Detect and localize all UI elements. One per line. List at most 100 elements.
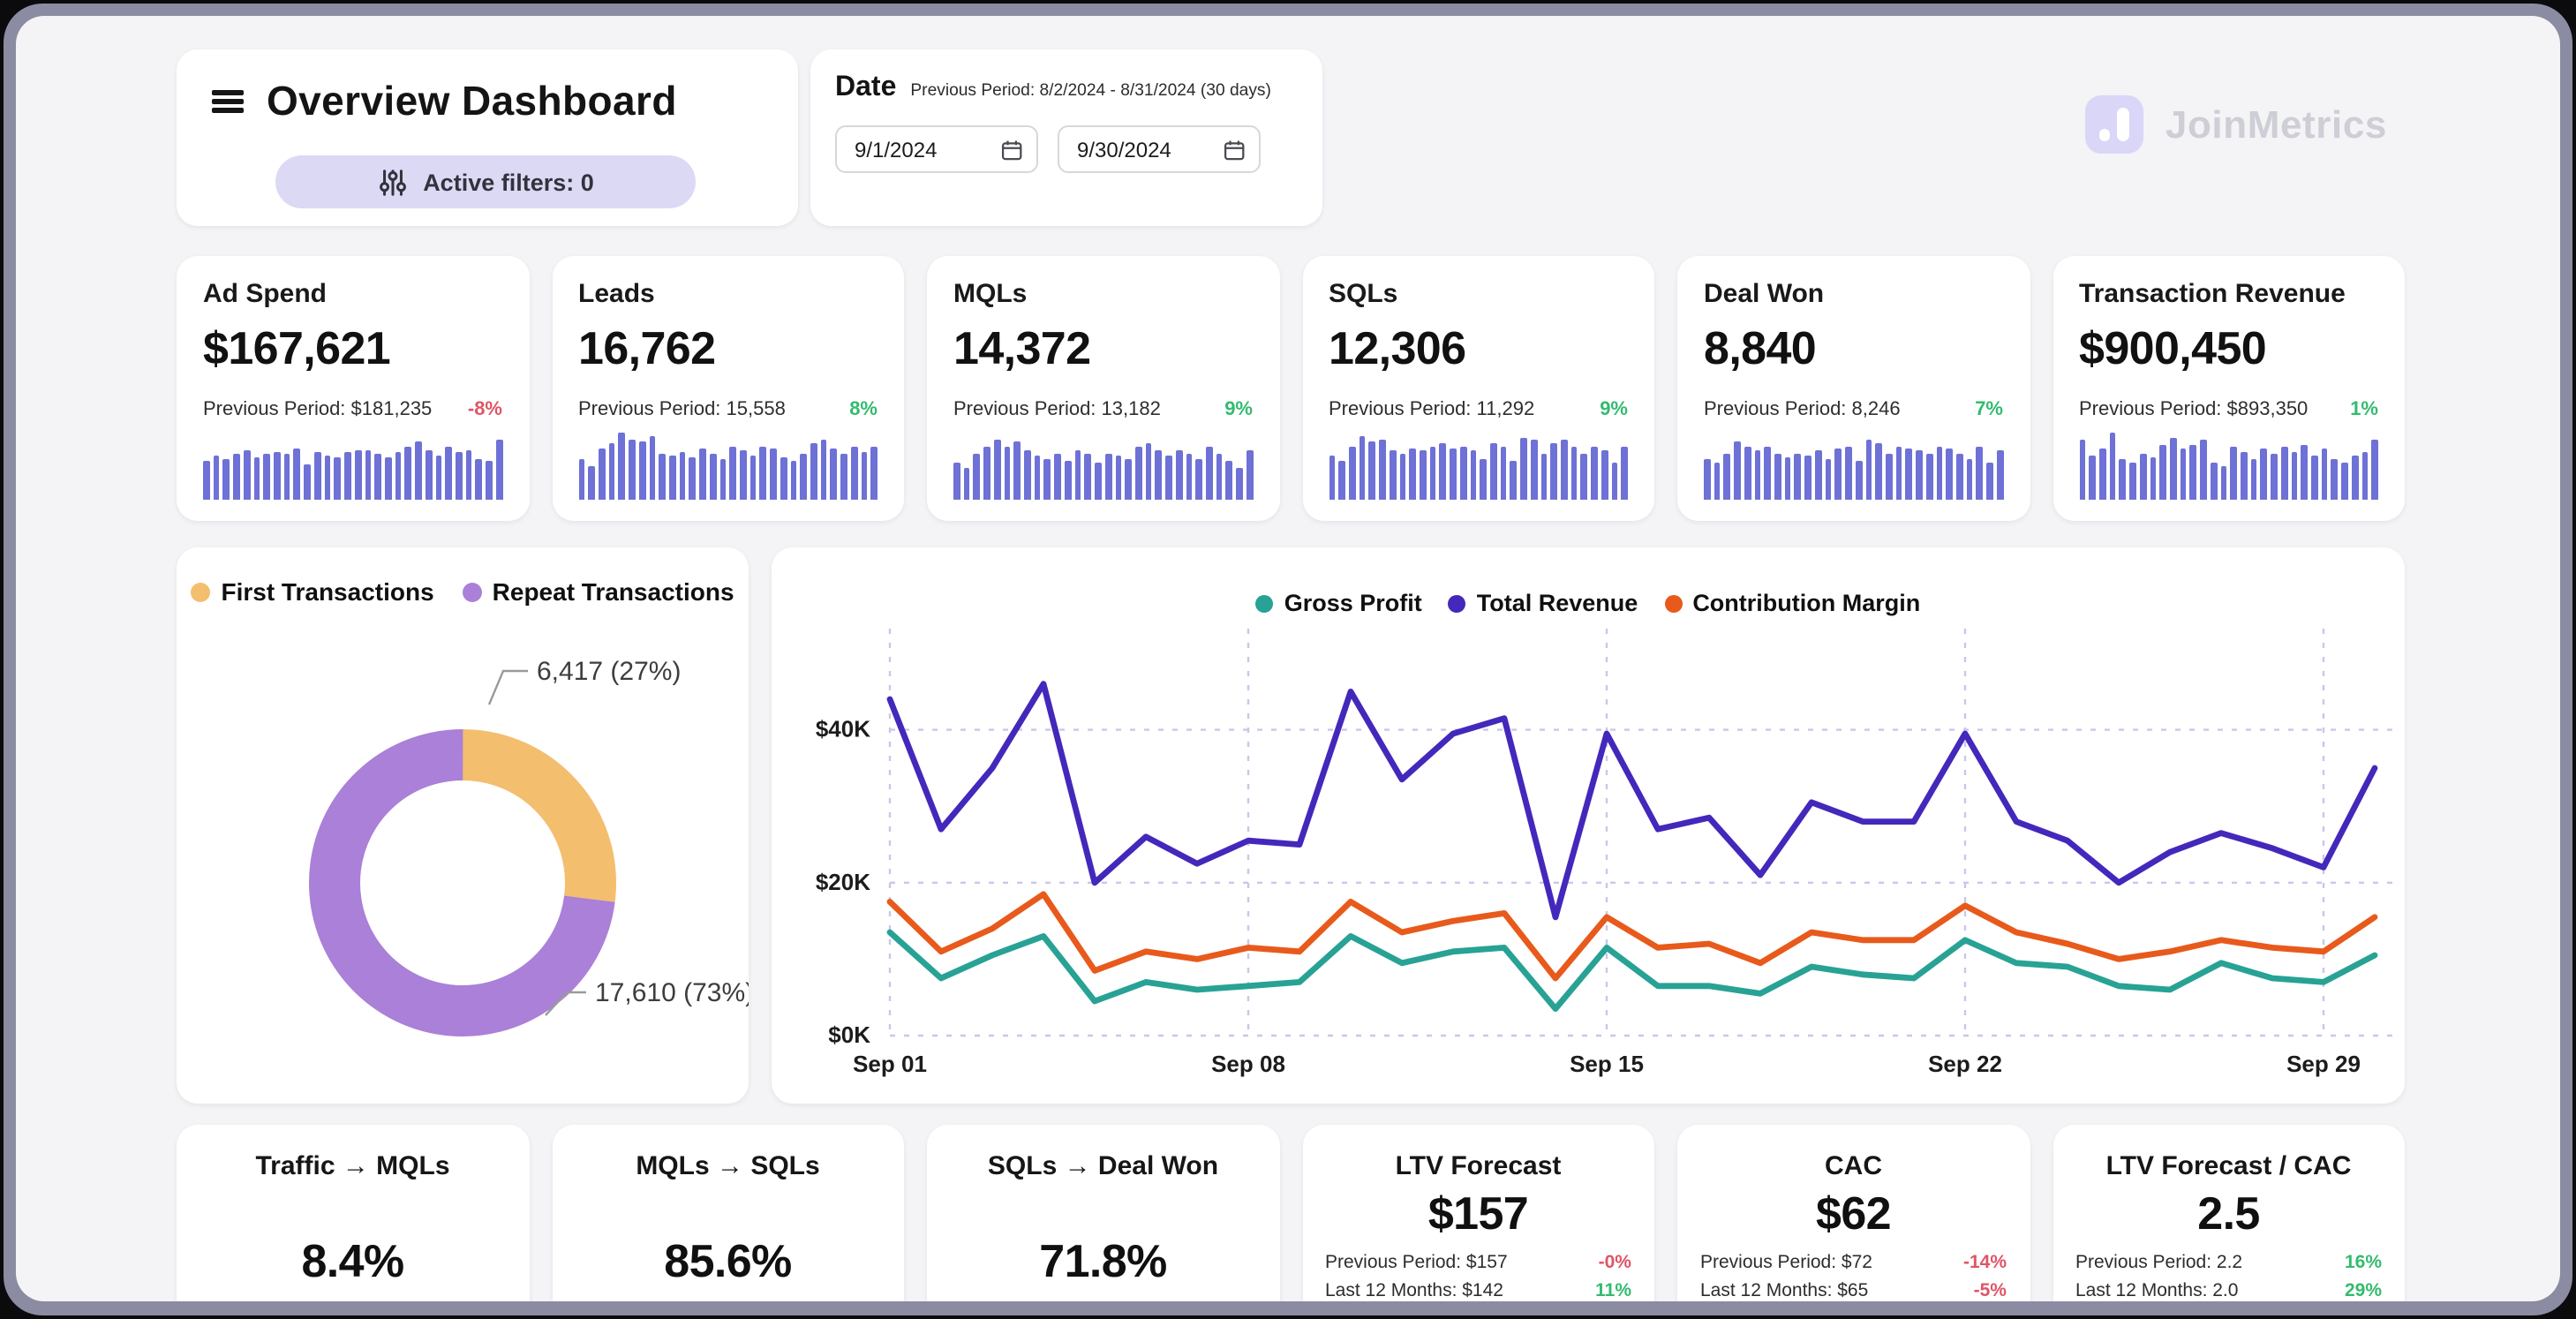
metric-card: MQLs → SQLs 85.6% (552, 1125, 904, 1301)
kpi-card: Transaction Revenue $900,450 Previous Peri… (2053, 256, 2405, 521)
kpi-title: MQLs (953, 279, 1028, 309)
kpi-previous-period: Previous Period: $893,350 1% (2079, 399, 2378, 420)
callout-leader-line (487, 669, 528, 705)
previous-period-note: Previous Period: 8/2/2024 - 8/31/2024 (3… (910, 81, 1271, 101)
axis-tick-label: Sep 15 (1570, 1051, 1644, 1077)
metric-title: MQLs → SQLs (636, 1151, 820, 1181)
callout-leader-line (545, 991, 586, 1016)
joinmetrics-logo-icon (2085, 95, 2144, 154)
kpi-previous-label: Previous Period: $893,350 (2079, 399, 2309, 420)
stat-label: Previous Period: $72 (1700, 1252, 1872, 1273)
kpi-previous-label: Previous Period: 13,182 (953, 399, 1161, 420)
sparkline-chart (578, 429, 878, 500)
legend-item: Gross Profit (1255, 590, 1422, 616)
kpi-delta-badge: 9% (1600, 399, 1628, 420)
start-date-input[interactable] (855, 137, 1001, 162)
kpi-value: $900,450 (2079, 321, 2267, 374)
stat-label: Previous Period: $157 (1325, 1252, 1508, 1273)
hamburger-menu-icon[interactable] (212, 90, 244, 113)
charts-row: First Transactions Repeat Transactions 6,… (177, 547, 2405, 1104)
donut-legend: First Transactions Repeat Transactions (177, 547, 749, 606)
revenue-line-chart-card: Gross Profit Total Revenue Contribution Ma… (772, 547, 2405, 1104)
metric-stat-row: Previous Period: 2.2 16% (2075, 1252, 2382, 1273)
sparkline-chart (1329, 429, 1629, 500)
kpi-card: SQLs 12,306 Previous Period: 11,292 9% (1302, 256, 1654, 521)
metric-title: LTV Forecast / CAC (2105, 1151, 2352, 1181)
kpi-value: $167,621 (203, 321, 391, 374)
metric-value: 71.8% (1039, 1234, 1167, 1287)
legend-label: Repeat Transactions (492, 577, 734, 606)
sparkline-chart (953, 429, 1254, 500)
metric-card: LTV Forecast / CAC 2.5 Previous Period: 2.… (2053, 1125, 2405, 1301)
legend-dot-icon (1664, 594, 1683, 612)
metric-value: 85.6% (664, 1234, 792, 1287)
metric-value: 2.5 (2197, 1187, 2260, 1240)
kpi-card: Deal Won 8,840 Previous Period: 8,246 7% (1677, 256, 2030, 521)
donut-callout-label: 17,610 (73%) (595, 978, 749, 1007)
metric-value: $62 (1816, 1187, 1892, 1240)
legend-label: Gross Profit (1284, 590, 1422, 616)
active-filters-label: Active filters: 0 (423, 169, 594, 195)
kpi-delta-badge: 1% (2350, 399, 2378, 420)
active-filters-button[interactable]: Active filters: 0 (275, 155, 696, 208)
header-row: Overview Dashboard Active filters: 0 (177, 49, 2405, 226)
funnel-row: Traffic → MQLs 8.4% MQLs → SQLs 85.6% SQLs →… (177, 1125, 2405, 1301)
kpi-value: 14,372 (953, 321, 1091, 374)
calendar-icon[interactable] (1224, 137, 1245, 162)
kpi-previous-period: Previous Period: $181,235 -8% (203, 399, 502, 420)
kpi-title: Ad Spend (203, 279, 327, 309)
calendar-icon[interactable] (1001, 137, 1022, 162)
kpi-card: MQLs 14,372 Previous Period: 13,182 9% (927, 256, 1279, 521)
metric-title: CAC (1825, 1151, 1882, 1181)
kpi-previous-label: Previous Period: $181,235 (203, 399, 433, 420)
sparkline-chart (2079, 429, 2379, 500)
kpi-value: 12,306 (1329, 321, 1466, 374)
metric-stat-row: Last 12 Months: 2.0 29% (2075, 1280, 2382, 1301)
title-card: Overview Dashboard Active filters: 0 (177, 49, 798, 226)
kpi-previous-label: Previous Period: 8,246 (1704, 399, 1901, 420)
transactions-donut-card: First Transactions Repeat Transactions 6,… (177, 547, 749, 1104)
logo-text: JoinMetrics (2165, 102, 2387, 146)
date-label: Date (835, 72, 897, 102)
end-date-input[interactable] (1077, 137, 1224, 162)
kpi-delta-badge: 8% (849, 399, 877, 420)
stat-delta: 16% (2344, 1252, 2382, 1273)
legend-item: Contribution Margin (1664, 590, 1920, 616)
kpi-title: Transaction Revenue (2079, 279, 2346, 309)
kpi-previous-label: Previous Period: 15,558 (578, 399, 786, 420)
legend-label: Contribution Margin (1692, 590, 1921, 616)
axis-tick-label: $20K (816, 869, 870, 895)
metric-value: 8.4% (301, 1234, 404, 1287)
metric-stat-rows: Previous Period: $157 -0% Last 12 Months: … (1325, 1252, 1631, 1301)
stat-delta: -14% (1962, 1252, 2007, 1273)
metric-card: LTV Forecast $157 Previous Period: $157 -0%… (1302, 1125, 1654, 1301)
axis-tick-label: $0K (828, 1021, 870, 1048)
start-date-field[interactable] (835, 125, 1038, 173)
kpi-card: Ad Spend $167,621 Previous Period: $181,23… (177, 256, 529, 521)
kpi-title: Deal Won (1704, 279, 1825, 309)
legend-label: First Transactions (221, 577, 434, 606)
legend-item: First Transactions (191, 577, 434, 606)
sparkline-chart (203, 429, 503, 500)
metric-stat-row: Previous Period: $157 -0% (1325, 1252, 1631, 1273)
series-line (886, 891, 2378, 982)
stat-delta: 11% (1595, 1280, 1631, 1301)
donut-chart: 6,417 (27%) 17,610 (73%) (309, 657, 749, 1036)
axis-tick-label: Sep 29 (2286, 1051, 2361, 1077)
kpi-previous-label: Previous Period: 11,292 (1329, 399, 1535, 420)
dashboard-page: Overview Dashboard Active filters: 0 (16, 16, 2560, 1301)
end-date-field[interactable] (1058, 125, 1261, 173)
filter-sliders-icon (379, 169, 406, 195)
kpi-card: Leads 16,762 Previous Period: 15,558 8% (552, 256, 904, 521)
series-line (886, 681, 2378, 921)
axis-tick-label: Sep 08 (1211, 1051, 1285, 1077)
axis-tick-label: $40K (816, 716, 870, 742)
stat-label: Previous Period: 2.2 (2075, 1252, 2243, 1273)
date-filter-card: Date Previous Period: 8/2/2024 - 8/31/20… (810, 49, 1322, 226)
metric-value: $157 (1427, 1187, 1529, 1240)
legend-dot-icon (462, 582, 482, 601)
legend-dot-icon (191, 582, 211, 601)
page-title: Overview Dashboard (267, 78, 677, 124)
kpi-value: 8,840 (1704, 321, 1817, 374)
